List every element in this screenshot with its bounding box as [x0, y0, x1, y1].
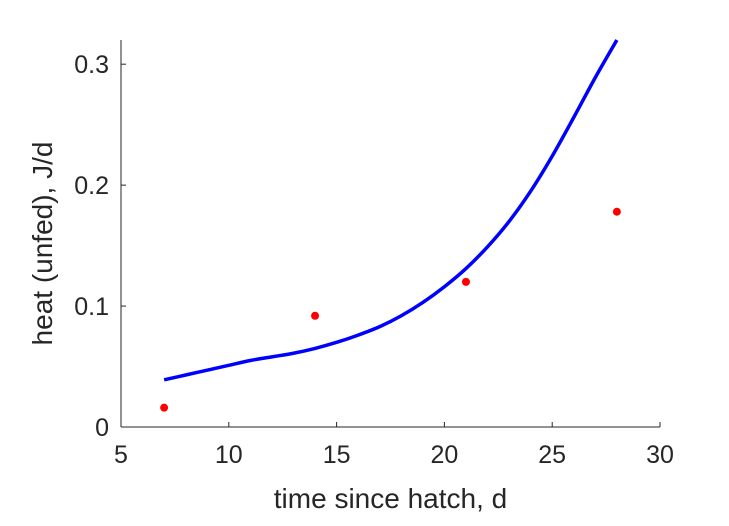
y-tick-label: 0.2 [74, 172, 109, 200]
x-tick-label: 10 [215, 441, 243, 469]
model-curve [163, 39, 619, 382]
x-axis-label: time since hatch, d [274, 483, 507, 514]
axes-layer: 5 10 15 20 25 30 0 0.1 0.2 0.3 [74, 40, 674, 469]
data-layer [160, 39, 621, 412]
x-tick-label: 5 [114, 441, 128, 469]
y-tick-label: 0.3 [74, 51, 109, 79]
x-tick-label: 25 [538, 441, 566, 469]
data-point [612, 207, 621, 216]
y-tick-label: 0.1 [74, 293, 109, 321]
x-tick-label: 20 [430, 441, 458, 469]
x-tick-label: 30 [646, 441, 674, 469]
data-point [311, 311, 320, 320]
data-point [160, 403, 169, 412]
x-tick-label: 15 [323, 441, 351, 469]
y-tick-label: 0 [95, 414, 109, 442]
data-point [461, 277, 470, 286]
y-axis-label: heat (unfed), J/d [27, 142, 58, 346]
